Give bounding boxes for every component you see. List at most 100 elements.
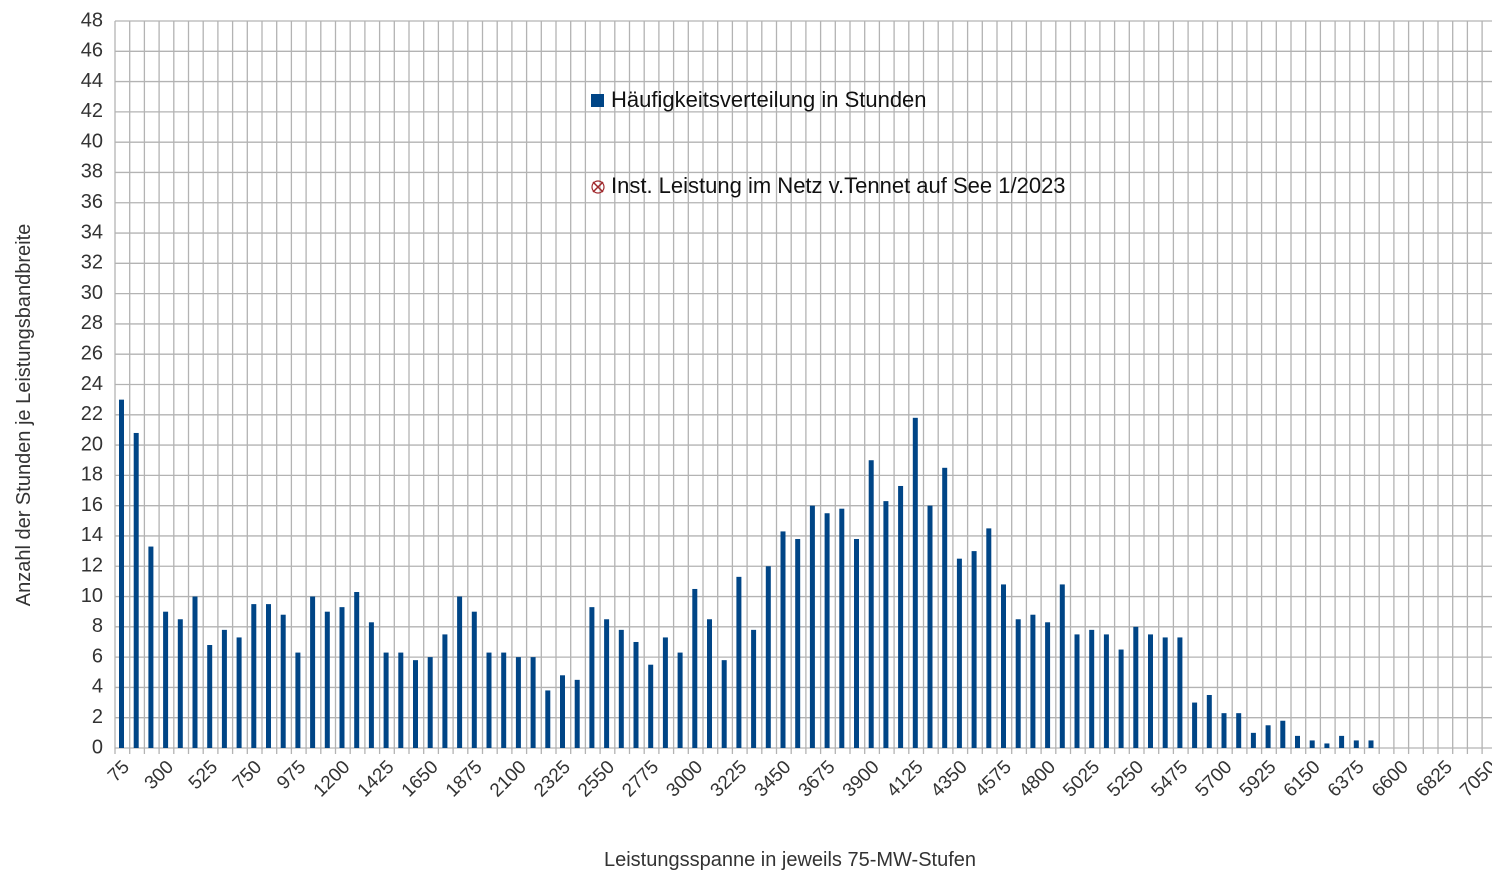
y-tick-label: 46	[81, 40, 103, 62]
bar	[795, 538, 801, 748]
bar	[560, 675, 565, 748]
bar	[751, 629, 757, 748]
x-tick-label: 4125	[883, 757, 928, 802]
bar	[383, 652, 389, 748]
bar	[1030, 614, 1036, 748]
x-tick-label: 5475	[1148, 757, 1193, 802]
legend: Häufigkeitsverteilung in Stunden Inst. Le…	[591, 87, 1066, 198]
bar	[368, 622, 374, 748]
x-tick-label: 2100	[486, 757, 531, 802]
bar	[1295, 735, 1300, 748]
y-tick-label: 18	[81, 464, 103, 486]
bar	[736, 576, 742, 748]
bar	[574, 679, 580, 748]
bar	[1368, 740, 1374, 748]
bar	[824, 513, 830, 748]
bar	[251, 604, 257, 748]
bar	[839, 508, 845, 748]
y-tick-label: 34	[81, 221, 103, 243]
x-tick-label: 3000	[662, 757, 707, 802]
x-tick-label: 1650	[398, 757, 443, 802]
bar	[1280, 720, 1286, 748]
bar	[692, 588, 698, 748]
y-tick-label: 24	[81, 373, 103, 395]
bar	[868, 460, 874, 748]
x-tick-label: 6600	[1368, 757, 1413, 802]
bar	[295, 652, 301, 748]
bar	[1133, 626, 1139, 748]
y-tick-label: 22	[81, 403, 103, 425]
bar	[1324, 743, 1330, 748]
bar	[677, 652, 683, 748]
y-tick-label: 28	[81, 312, 103, 334]
bar	[986, 528, 992, 748]
bar	[471, 611, 477, 748]
bar	[1339, 735, 1345, 748]
bar	[1353, 740, 1359, 748]
legend-label: Inst. Leistung im Netz v.Tennet auf See …	[611, 173, 1066, 198]
bar	[1250, 732, 1256, 748]
y-tick-label: 0	[92, 736, 103, 758]
bar	[1103, 634, 1109, 748]
bar	[1206, 694, 1212, 748]
bar	[765, 566, 771, 748]
bar	[280, 614, 286, 748]
bar	[604, 619, 610, 748]
x-tick-label: 4800	[1015, 757, 1060, 802]
bar	[1236, 713, 1242, 748]
x-tick-label: 2775	[618, 757, 663, 802]
x-tick-label: 2550	[574, 757, 619, 802]
bar	[589, 607, 595, 748]
x-axis-title: Leistungsspanne in jeweils 75-MW-Stufen	[604, 849, 976, 871]
x-tick-label: 3450	[751, 757, 796, 802]
bar	[780, 531, 786, 748]
bar	[442, 634, 448, 748]
y-axis-title: Anzahl der Stunden je Leistungsbandbreit…	[13, 224, 35, 607]
bar	[1074, 634, 1080, 748]
x-tick-label: 750	[229, 757, 266, 794]
bar	[912, 417, 918, 748]
bar	[1045, 622, 1051, 748]
x-tick-label: 1875	[442, 757, 487, 802]
y-tick-label: 42	[81, 100, 103, 122]
y-tick-label: 4	[92, 676, 103, 698]
y-tick-label: 38	[81, 161, 103, 183]
x-tick-label: 5250	[1103, 757, 1148, 802]
bar	[927, 505, 933, 748]
bar	[119, 399, 124, 748]
bar	[854, 538, 859, 748]
bar	[1221, 713, 1227, 748]
y-tick-label: 14	[81, 524, 103, 546]
legend-label: Häufigkeitsverteilung in Stunden	[611, 87, 927, 112]
bar	[413, 660, 418, 748]
bar	[1001, 584, 1006, 748]
x-tick-label: 6375	[1324, 757, 1369, 802]
bar	[324, 611, 330, 748]
bar	[192, 596, 198, 748]
bar	[1177, 637, 1183, 748]
legend-swatch	[591, 94, 604, 107]
x-tick-label: 300	[141, 757, 178, 794]
y-tick-label: 26	[81, 342, 103, 364]
x-tick-label: 3675	[795, 757, 840, 802]
bar	[898, 485, 904, 748]
bar	[648, 664, 654, 748]
bar	[354, 591, 360, 748]
legend-swatch-cross	[592, 181, 604, 193]
bar	[809, 505, 815, 748]
y-tick-label: 36	[81, 191, 103, 213]
bar	[721, 660, 727, 748]
x-tick-label: 1200	[310, 757, 355, 802]
bar	[501, 652, 507, 748]
bar	[545, 690, 551, 748]
y-tick-label: 40	[81, 130, 103, 152]
y-tick-label: 8	[92, 615, 103, 637]
x-tick-label: 4350	[927, 757, 972, 802]
bar	[1148, 634, 1153, 748]
bar	[1309, 740, 1315, 748]
bar	[971, 551, 977, 748]
x-tick-label: 3900	[839, 757, 884, 802]
x-tick-label: 975	[273, 757, 310, 794]
bar	[163, 611, 169, 748]
